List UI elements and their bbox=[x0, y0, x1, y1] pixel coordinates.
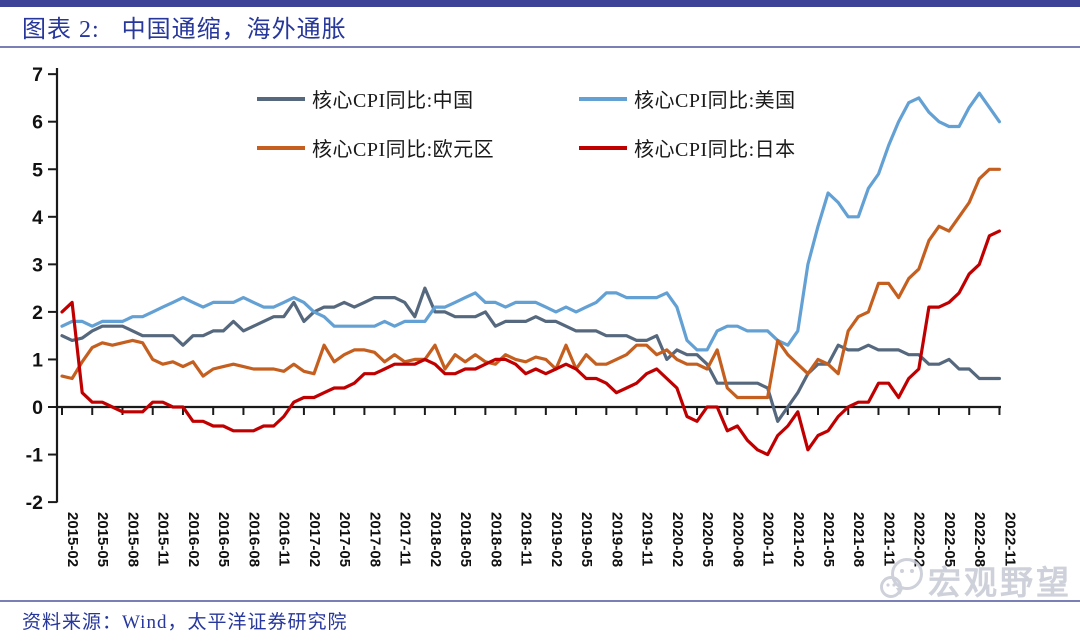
watermark-text: 宏观野望 bbox=[928, 564, 1072, 601]
x-tick-label: 2015-02 bbox=[64, 512, 81, 567]
y-tick-label: 6 bbox=[32, 112, 43, 134]
x-tick-label: 2017-02 bbox=[306, 512, 323, 567]
x-tick-label: 2017-11 bbox=[397, 512, 414, 566]
series-line-japan bbox=[60, 229, 1002, 457]
legend-label-usa: 核心CPI同比:美国 bbox=[634, 90, 796, 112]
legend-item-china: 核心CPI同比:中国 bbox=[257, 84, 579, 113]
y-tick-label: 5 bbox=[32, 159, 43, 181]
x-tick-label: 2019-08 bbox=[608, 512, 625, 567]
y-tick-label: 7 bbox=[32, 64, 43, 86]
x-tick-label: 2021-08 bbox=[850, 512, 867, 567]
x-tick-label: 2016-11 bbox=[276, 512, 293, 566]
legend-swatch-usa bbox=[579, 96, 627, 101]
series-line-eurozone bbox=[60, 167, 1002, 400]
x-tick-label: 2019-02 bbox=[548, 512, 565, 567]
legend-swatch-japan bbox=[579, 145, 627, 150]
y-tick-label: -1 bbox=[26, 445, 43, 467]
x-tick-label: 2020-08 bbox=[729, 512, 746, 567]
wechat-logo-icon bbox=[880, 558, 923, 598]
legend-item-japan: 核心CPI同比:日本 bbox=[579, 133, 796, 162]
y-tick-label: 3 bbox=[32, 254, 43, 276]
x-tick-label: 2022-08 bbox=[971, 512, 988, 567]
legend-swatch-china bbox=[257, 96, 305, 101]
y-tick-label: 4 bbox=[32, 207, 43, 229]
y-tick-label: 2 bbox=[32, 302, 43, 324]
x-tick-label: 2021-11 bbox=[880, 512, 897, 566]
figure-title: 中国通缩，海外通胀 bbox=[121, 17, 347, 43]
legend-label-china: 核心CPI同比:中国 bbox=[312, 90, 474, 112]
x-tick-label: 2022-05 bbox=[941, 512, 958, 567]
legend-label-japan: 核心CPI同比:日本 bbox=[634, 139, 796, 161]
x-tick-label: 2016-05 bbox=[215, 512, 232, 567]
figure-label: 图表 2: bbox=[22, 17, 100, 43]
x-tick-label: 2018-05 bbox=[457, 512, 474, 567]
x-tick-label: 2016-08 bbox=[245, 512, 262, 567]
y-tick-label: 0 bbox=[32, 397, 43, 419]
series-line-usa bbox=[60, 91, 1002, 352]
x-tick-label: 2017-08 bbox=[366, 512, 383, 567]
source-text: 资料来源：Wind，太平洋证券研究院 bbox=[22, 612, 348, 633]
y-tick-label: -2 bbox=[26, 492, 43, 514]
y-tick-label: 1 bbox=[32, 349, 43, 371]
legend-label-eurozone: 核心CPI同比:欧元区 bbox=[312, 139, 495, 161]
x-tick-label: 2018-02 bbox=[427, 512, 444, 567]
title-divider-line bbox=[0, 46, 1080, 48]
x-tick-label: 2019-11 bbox=[639, 512, 656, 566]
top-accent-bar bbox=[0, 0, 1080, 7]
x-tick-label: 2017-05 bbox=[336, 512, 353, 567]
legend-item-eurozone: 核心CPI同比:欧元区 bbox=[257, 133, 579, 162]
source-divider-line bbox=[0, 600, 1080, 602]
x-tick-label: 2019-05 bbox=[578, 512, 595, 567]
x-tick-label: 2020-02 bbox=[669, 512, 686, 567]
x-tick-label: 2015-08 bbox=[124, 512, 141, 567]
x-tick-label: 2018-11 bbox=[518, 512, 535, 566]
x-tick-label: 2016-02 bbox=[185, 512, 202, 567]
figure-title-row: 图表 2: 中国通缩，海外通胀 bbox=[22, 9, 347, 44]
x-tick-label: 2020-05 bbox=[699, 512, 716, 567]
x-tick-label: 2015-11 bbox=[155, 512, 172, 566]
chart-legend: 核心CPI同比:中国 核心CPI同比:美国 核心CPI同比:欧元区 核心CPI同… bbox=[257, 84, 796, 162]
x-tick-label: 2018-08 bbox=[487, 512, 504, 567]
legend-item-usa: 核心CPI同比:美国 bbox=[579, 84, 796, 113]
watermark: 宏观野望 bbox=[880, 556, 1072, 604]
x-tick-label: 2015-05 bbox=[94, 512, 111, 567]
x-tick-label: 2020-11 bbox=[760, 512, 777, 566]
x-tick-label: 2022-11 bbox=[1001, 512, 1018, 566]
x-tick-label: 2022-02 bbox=[911, 512, 928, 567]
x-tick-label: 2021-05 bbox=[820, 512, 837, 567]
legend-swatch-eurozone bbox=[257, 145, 305, 150]
x-tick-label: 2021-02 bbox=[790, 512, 807, 567]
